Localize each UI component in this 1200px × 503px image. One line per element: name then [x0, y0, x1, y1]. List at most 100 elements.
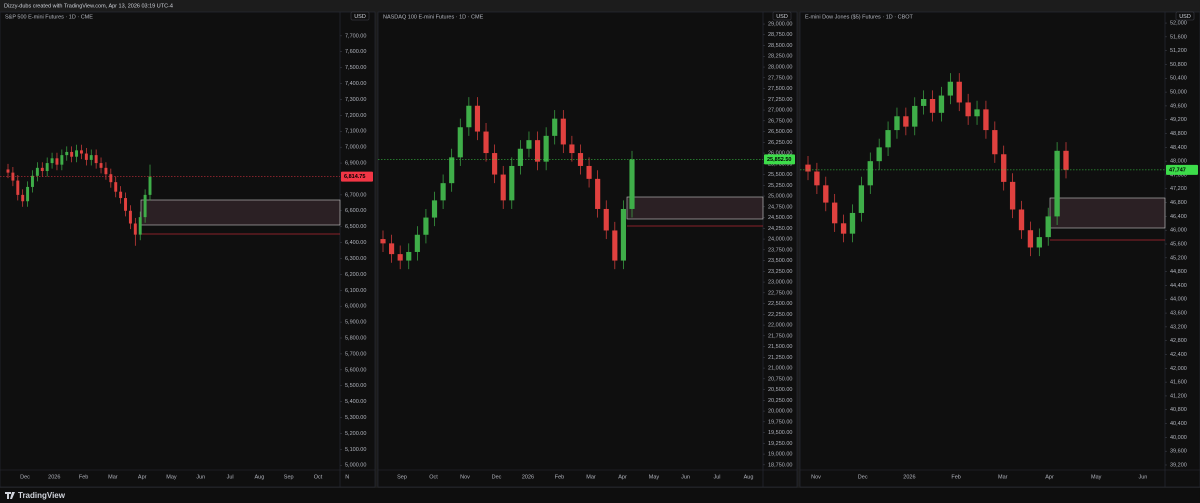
y-tick-label: 5,900.00 — [345, 320, 366, 326]
y-tick-label: 29,000.00 — [768, 21, 792, 27]
candle-body — [1027, 230, 1034, 248]
candle-body — [903, 116, 909, 127]
y-tick-label: 41,200 — [1170, 393, 1187, 399]
y-tick-label: 24,250.00 — [768, 226, 792, 232]
candle-body — [595, 178, 601, 209]
candle-body — [60, 155, 64, 165]
x-tick-label: 2026 — [903, 474, 915, 480]
y-tick-label: 20,250.00 — [768, 398, 792, 404]
y-tick-label: 42,000 — [1170, 366, 1187, 372]
candle-body — [929, 99, 936, 113]
y-tick-label: 22,500.00 — [768, 301, 792, 307]
last-price-badge — [1166, 164, 1198, 175]
last-price-label: 47,747 — [1169, 167, 1186, 173]
candle-body — [526, 140, 532, 149]
candle-body — [956, 81, 962, 103]
y-tick-label: 47,600 — [1170, 172, 1187, 178]
y-tick-label: 19,250.00 — [768, 441, 792, 447]
candle-body — [500, 174, 506, 201]
y-tick-label: 7,500.00 — [345, 65, 366, 71]
candle-body — [876, 147, 882, 162]
y-tick-label: 7,600.00 — [345, 49, 366, 55]
candle-body — [431, 200, 438, 218]
candle-body — [832, 202, 838, 224]
x-tick-label: Sep — [397, 474, 407, 480]
y-tick-label: 18,750.00 — [768, 462, 792, 468]
candle-body — [814, 171, 820, 186]
x-tick-label: Mar — [998, 474, 1008, 480]
candle-body — [406, 251, 412, 261]
y-tick-label: 25,500.00 — [768, 172, 792, 178]
candle-body — [992, 130, 998, 155]
candle-body — [894, 116, 900, 131]
candle-body — [133, 223, 137, 235]
candle-body — [26, 186, 30, 202]
candle-body — [1018, 209, 1025, 231]
panels: S&P 500 E-mini Futures · 1D · CME USD 5,00… — [0, 11, 1200, 488]
y-tick-label: 6,300.00 — [345, 256, 366, 262]
x-tick-label: Sep — [284, 474, 294, 480]
y-tick-label: 52,000 — [1170, 21, 1187, 27]
candle-body — [75, 150, 79, 157]
y-tick-label: 48,000 — [1170, 159, 1187, 165]
y-tick-label: 49,200 — [1170, 117, 1187, 123]
x-tick-label: Jul — [713, 474, 720, 480]
candle-body — [389, 243, 395, 255]
x-tick-label: 2026 — [522, 474, 534, 480]
y-tick-label: 46,400 — [1170, 214, 1187, 220]
chart-title: NASDAQ 100 E-mini Futures · 1D · CME — [383, 14, 484, 20]
y-tick-label: 21,000.00 — [768, 366, 792, 372]
x-tick-label: Mar — [108, 474, 118, 480]
zone-box — [140, 199, 341, 226]
y-tick-label: 40,400 — [1170, 421, 1187, 427]
y-tick-label: 49,600 — [1170, 103, 1187, 109]
candle-body — [603, 208, 609, 231]
last-price-badge — [764, 154, 795, 165]
candle-body — [40, 167, 44, 172]
x-tick-label: Dec — [20, 474, 30, 480]
x-tick-label: May — [1091, 474, 1102, 480]
y-tick-label: 40,000 — [1170, 435, 1187, 441]
candle-body — [1036, 237, 1042, 248]
candle-body — [89, 155, 93, 160]
y-tick-label: 27,750.00 — [768, 75, 792, 81]
y-tick-label: 27,250.00 — [768, 97, 792, 103]
y-tick-label: 23,000.00 — [768, 280, 792, 286]
y-tick-label: 40,800 — [1170, 407, 1187, 413]
x-tick-label: Jun — [196, 474, 205, 480]
y-tick-label: 20,000.00 — [768, 409, 792, 415]
candle-body — [920, 99, 927, 106]
candle-body — [938, 95, 945, 113]
y-tick-label: 6,400.00 — [345, 240, 366, 246]
candle-body — [620, 208, 626, 261]
x-tick-label: 2026 — [48, 474, 60, 480]
y-tick-label: 5,200.00 — [345, 431, 366, 437]
y-tick-label: 5,500.00 — [345, 383, 366, 389]
y-tick-label: 28,250.00 — [768, 54, 792, 60]
y-tick-label: 7,100.00 — [345, 129, 366, 135]
chart-title: E-mini Dow Jones ($5) Futures · 1D · CBO… — [805, 14, 914, 20]
candle-body — [109, 174, 113, 183]
y-tick-label: 50,000 — [1170, 90, 1187, 96]
candle-body — [148, 176, 152, 195]
candle-body — [449, 157, 455, 184]
x-tick-label: Feb — [951, 474, 960, 480]
candle-body — [474, 105, 481, 132]
x-tick-label: May — [649, 474, 660, 480]
y-tick-label: 44,800 — [1170, 269, 1187, 275]
logo-icon — [5, 492, 15, 499]
candle-body — [805, 164, 811, 172]
chart-panel — [799, 11, 1200, 488]
y-tick-label: 39,200 — [1170, 462, 1187, 468]
y-tick-label: 45,200 — [1170, 255, 1187, 261]
y-tick-label: 23,500.00 — [768, 258, 792, 264]
candle-body — [1009, 181, 1016, 210]
chart-panel — [0, 11, 376, 488]
candle-body — [380, 239, 386, 244]
y-tick-label: 22,000.00 — [768, 323, 792, 329]
y-tick-label: 5,000.00 — [345, 463, 366, 469]
y-tick-label: 19,500.00 — [768, 430, 792, 436]
y-tick-label: 7,300.00 — [345, 97, 366, 103]
y-tick-label: 28,000.00 — [768, 64, 792, 70]
